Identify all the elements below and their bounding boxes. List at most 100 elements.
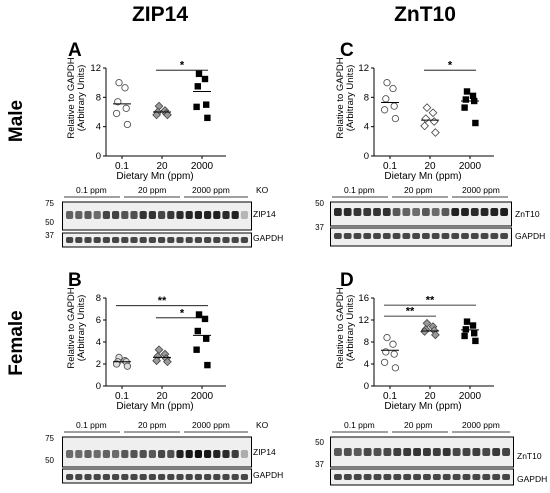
row-title-female: Female (6, 310, 27, 376)
blot-b-gapdh-band (194, 474, 202, 480)
blot-c-band (441, 208, 450, 216)
blot-c-band (480, 208, 489, 216)
panel-a-axes: 0 4 8 12 0.1 20 2000 (90, 63, 226, 172)
panel-a-significance-label: * (180, 60, 185, 72)
blot-a-band (84, 211, 92, 219)
blot-a-band (158, 211, 166, 219)
blot-b-gapdh-band (222, 474, 230, 480)
blot-d-membrane (330, 436, 514, 486)
panel-a-data-point (193, 103, 200, 111)
panel-c-axes: 0 4 8 12 0.1 20 2000 (358, 63, 494, 172)
panel-b-data-point (163, 357, 172, 367)
blot-b-band (66, 450, 74, 458)
blot-a-band (185, 211, 193, 219)
blot-b-group-2: 20 ppm (138, 420, 167, 430)
panel-a-data-point (152, 110, 161, 120)
blot-d-group-1: 0.1 ppm (344, 420, 375, 430)
blot-b-gapdh-band (102, 474, 110, 480)
blot-d-target-label: ZnT10 (517, 451, 542, 461)
blot-c-gapdh-band (422, 233, 430, 239)
blot-a-ko: KO (256, 185, 269, 195)
panel-a-ytick-label: 4 (96, 122, 101, 133)
blot-d-gapdh-band (383, 474, 392, 480)
blot-a-band (222, 211, 230, 219)
blot-b-band (102, 450, 110, 458)
column-title-znt10: ZnT10 (394, 3, 456, 26)
panel-a-plot: 0 4 8 12 0.1 20 2000 * (90, 60, 226, 172)
panel-b-ytick-label: 2 (96, 359, 101, 370)
panel-d-data-point (461, 332, 468, 340)
blot-d-gapdh-band (452, 474, 461, 480)
blot-a-gapdh-band (130, 237, 138, 243)
blot-a-mw-75: 75 (45, 199, 54, 208)
blot-b-group-1: 0.1 ppm (76, 420, 107, 430)
panel-c-significance-label: * (448, 60, 453, 72)
blot-b-target-label: ZIP14 (253, 447, 276, 457)
blot-a-band (148, 211, 156, 219)
panel-d-data-point (382, 348, 390, 356)
blot-d-gapdh-strip (330, 468, 514, 486)
blot-c-group-brackets (332, 196, 508, 198)
panel-a-data-point (204, 114, 211, 122)
panel-b-data-point (194, 327, 201, 335)
blot-b-gapdh-band (167, 474, 175, 480)
blot-b-gapdh-band (112, 474, 120, 480)
panel-a-data-point (114, 98, 122, 106)
blot-d-gapdh-band (334, 474, 342, 480)
blot-d-band (383, 448, 392, 456)
blot-b-band (93, 450, 101, 458)
blot-d-gapdh-band (363, 474, 372, 480)
panel-a-xlabel: Dietary Mn (ppm) (116, 171, 194, 182)
panel-b-ytick-label: 0 (96, 381, 101, 392)
panel-a-data-point (121, 84, 129, 92)
panel-a-data-point (112, 109, 121, 118)
blot-a-gapdh-band (75, 237, 83, 243)
blot-d-group-2: 20 ppm (404, 420, 433, 430)
blot-a-group-1: 0.1 ppm (76, 185, 107, 195)
panel-a-xtick-label: 20 (156, 161, 168, 172)
panel-c-data-point (383, 79, 391, 87)
blot-a-band (139, 211, 147, 219)
panel-b-data-point (203, 335, 210, 342)
panel-c-data-point (389, 84, 397, 93)
blot-d-gapdh-band (442, 474, 451, 480)
blot-b-gapdh-band (158, 474, 166, 480)
panel-d-data-point (391, 364, 400, 372)
panel-c-ytick-label: 4 (364, 122, 369, 133)
blot-a-gapdh-strip (62, 232, 252, 248)
blot-c-target-label: ZnT10 (515, 209, 540, 219)
blot-b-gapdh-band (213, 474, 221, 480)
panel-a-xtick-label: 2000 (191, 161, 214, 172)
panel-d-axes: 0 4 8 12 16 0.1 20 2000 (358, 293, 494, 402)
panel-d-xtick-label: 20 (424, 391, 436, 402)
panel-c-xtick-label: 20 (424, 161, 436, 172)
blot-c-gapdh-band (451, 233, 460, 239)
panel-c-data-point (469, 92, 477, 100)
blot-c-band (461, 208, 469, 216)
panel-c-data-point (380, 106, 389, 114)
blot-a-band (240, 211, 248, 219)
panel-c-xtick-label: 2000 (459, 161, 482, 172)
panel-b-xlabel: Dietary Mn (ppm) (116, 401, 194, 412)
panel-d-ytick-label: 16 (358, 293, 369, 304)
panel-b-data-point (154, 345, 164, 355)
blot-a-control-label: GAPDH (253, 233, 284, 243)
blot-c-gapdh-band (392, 233, 401, 239)
blot-d-gapdh-band (472, 474, 481, 480)
panel-a-data-point (115, 79, 123, 87)
panel-d-data-point (431, 330, 440, 340)
blot-a-group-3: 2000 ppm (192, 185, 230, 195)
panel-c-data-point (428, 108, 438, 118)
blot-a-gapdh-band (194, 237, 202, 243)
blot-a-gapdh-band (66, 237, 74, 243)
panel-a-data-point (122, 104, 130, 112)
panel-b-xtick-label: 20 (156, 391, 168, 402)
panel-b-data-point (195, 311, 203, 318)
panel-b-data-point (201, 315, 209, 323)
blot-a-band (204, 211, 212, 219)
blot-a-membrane (62, 201, 252, 248)
blot-c-gapdh-band (480, 233, 489, 239)
blot-c-group-1: 0.1 ppm (344, 185, 375, 195)
blot-a: 0.1 ppm 20 ppm 2000 ppm KO 75 50 37 ZIP1… (30, 185, 283, 255)
